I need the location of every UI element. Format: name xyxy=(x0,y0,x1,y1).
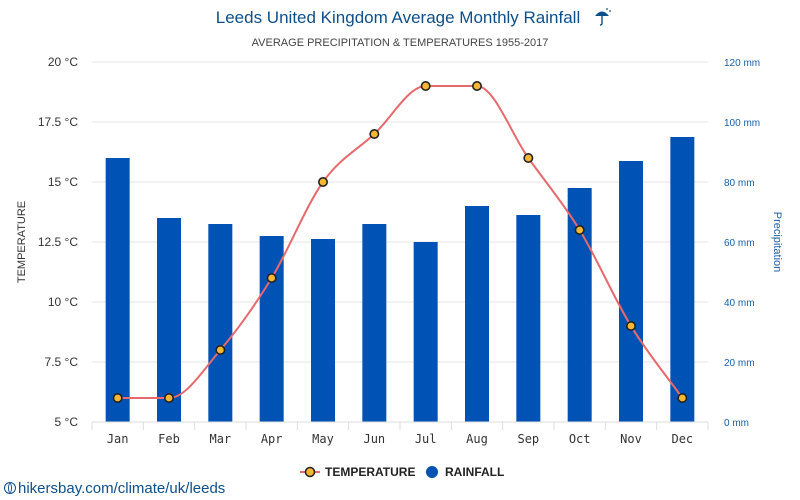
chart-subtitle: AVERAGE PRECIPITATION & TEMPERATURES 195… xyxy=(252,37,549,49)
x-axis: Jan Feb Mar Apr May Jun Jul Aug Sep Oct Nov Dec xyxy=(91,421,709,446)
x-tick-label: Jan xyxy=(107,432,129,446)
temperature-legend-marker-icon xyxy=(304,466,316,478)
y-left-tick-label: 5 °C xyxy=(55,415,79,429)
chart-title: Leeds United Kingdom Average Monthly Rai… xyxy=(216,8,580,27)
y-left-tick-label: 7.5 °C xyxy=(45,355,79,369)
rainfall-bar xyxy=(567,188,592,422)
temperature-point xyxy=(625,320,636,331)
x-tick-label: Oct xyxy=(569,432,591,446)
y-right-tick-label: 120 mm xyxy=(724,58,760,69)
temperature-point xyxy=(215,344,226,355)
temperature-line-layer xyxy=(112,81,688,403)
rainfall-legend-marker-icon xyxy=(426,466,438,478)
x-tick-label: Feb xyxy=(158,432,180,446)
legend-item-temperature[interactable]: TEMPERATURE xyxy=(300,465,415,479)
y-left-tick-label: 12.5 °C xyxy=(38,235,78,249)
x-tick-label: Sep xyxy=(517,432,539,446)
legend-label-rainfall: RAINFALL xyxy=(445,465,504,479)
x-tick-label: Mar xyxy=(209,432,231,446)
grid-lines xyxy=(92,61,708,363)
legend: TEMPERATURE RAINFALL xyxy=(300,465,504,479)
y-axis-left: 5 °C 7.5 °C 10 °C 12.5 °C 15 °C 17.5 °C 20 °C xyxy=(38,55,78,429)
temperature-point xyxy=(266,272,277,283)
rainfall-bar xyxy=(208,224,233,422)
legend-item-rainfall[interactable]: RAINFALL xyxy=(426,465,504,479)
y-right-tick-label: 60 mm xyxy=(724,238,755,249)
umbrella-rain-icon xyxy=(595,8,611,26)
x-tick-label: Jul xyxy=(415,432,437,446)
x-tick-label: Dec xyxy=(671,432,693,446)
temperature-point xyxy=(677,392,688,403)
rainfall-bar xyxy=(157,218,181,422)
y-right-tick-label: 100 mm xyxy=(724,118,760,129)
globe-icon xyxy=(4,482,16,494)
x-tick-label: May xyxy=(312,432,334,446)
legend-label-temperature: TEMPERATURE xyxy=(325,465,415,479)
temperature-point xyxy=(420,81,431,92)
rainfall-bar xyxy=(362,224,387,422)
x-tick-label: Jun xyxy=(363,432,385,446)
y-axis-right: 0 mm 20 mm 40 mm 60 mm 80 mm 100 mm 120 mm xyxy=(724,58,760,429)
temperature-point xyxy=(523,153,534,164)
rainfall-bar xyxy=(670,137,695,422)
rainfall-bar xyxy=(259,236,284,422)
y-left-tick-label: 10 °C xyxy=(48,295,78,309)
y-axis-right-label: Precipitation xyxy=(771,212,783,273)
y-left-tick-label: 15 °C xyxy=(48,175,78,189)
y-right-tick-label: 20 mm xyxy=(724,358,755,369)
rainfall-bar xyxy=(465,206,489,422)
y-right-tick-label: 40 mm xyxy=(724,298,755,309)
x-tick-label: Nov xyxy=(620,432,642,446)
temperature-point xyxy=(112,392,123,403)
y-left-tick-label: 17.5 °C xyxy=(38,115,78,129)
rainfall-bar xyxy=(516,215,541,422)
temperature-point xyxy=(317,177,328,188)
rainfall-bars xyxy=(105,137,695,422)
source-link[interactable]: hikersbay.com/climate/uk/leeds xyxy=(4,480,225,497)
rainfall-bar xyxy=(619,161,643,422)
temperature-point xyxy=(574,225,585,236)
y-left-tick-label: 20 °C xyxy=(48,55,78,69)
x-tick-label: Aug xyxy=(466,432,488,446)
rainfall-temperature-chart: Leeds United Kingdom Average Monthly Rai… xyxy=(16,8,783,479)
y-right-tick-label: 0 mm xyxy=(724,418,749,429)
x-tick-label: Apr xyxy=(261,432,283,446)
source-link-text: hikersbay.com/climate/uk/leeds xyxy=(18,480,226,497)
rainfall-bar xyxy=(413,242,438,422)
temperature-point xyxy=(369,129,380,140)
temperature-point xyxy=(164,392,175,403)
rainfall-bar xyxy=(105,158,130,422)
y-right-tick-label: 80 mm xyxy=(724,178,755,189)
temperature-point xyxy=(471,81,482,92)
rainfall-bar xyxy=(311,239,335,422)
y-axis-left-label: TEMPERATURE xyxy=(16,201,28,283)
